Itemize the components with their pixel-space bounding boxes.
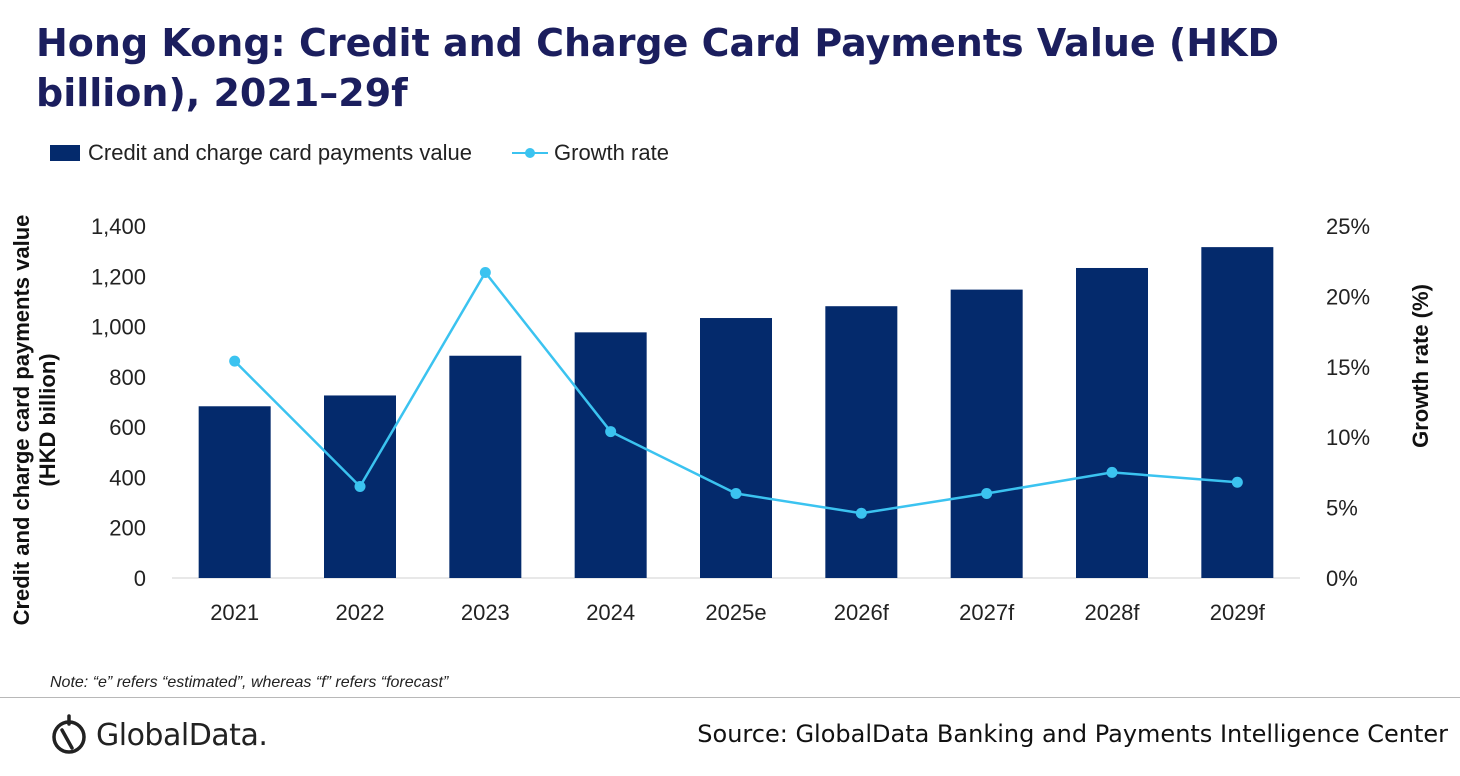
y-tick-label: 200 [109, 516, 146, 541]
y-tick-label: 1,400 [91, 214, 146, 239]
x-tick-label: 2028f [1084, 600, 1140, 625]
growth-point-2028f [1106, 466, 1118, 478]
footnote: Note: “e” refers “estimated”, whereas “f… [50, 674, 449, 691]
bar-2028f [1076, 267, 1148, 578]
x-tick-label: 2029f [1210, 600, 1266, 625]
x-tick-label: 2025e [705, 600, 766, 625]
y-right-tick-label: 15% [1326, 355, 1370, 380]
x-tick-label: 2027f [959, 600, 1015, 625]
growth-point-2027f [981, 488, 993, 500]
y-tick-label: 800 [109, 365, 146, 390]
legend-item-line: Growth rate [512, 140, 669, 166]
x-tick-label: 2022 [336, 600, 385, 625]
growth-point-2025e [730, 488, 742, 500]
bar-2026f [825, 306, 898, 578]
logo-text: GlobalData. [96, 717, 268, 753]
bar-2021 [198, 406, 271, 578]
y-right-tick-label: 25% [1326, 214, 1370, 239]
y-right-tick-label: 0% [1326, 566, 1358, 591]
chart-title: Hong Kong: Credit and Charge Card Paymen… [36, 21, 1280, 115]
growth-point-2023 [479, 266, 491, 278]
bar-2029f [1201, 247, 1274, 578]
x-tick-label: 2021 [210, 600, 259, 625]
globaldata-logo-icon [52, 714, 86, 754]
y-tick-label: 1,200 [91, 264, 146, 289]
growth-point-2021 [229, 355, 241, 367]
y-right-tick-label: 20% [1326, 284, 1370, 309]
bar-2027f [950, 289, 1023, 578]
x-tick-label: 2024 [586, 600, 635, 625]
growth-point-2026f [855, 507, 867, 519]
growth-point-2024 [605, 426, 617, 438]
y-tick-label: 1,000 [91, 315, 146, 340]
x-tick-label: 2023 [461, 600, 510, 625]
bar-2025e [700, 318, 772, 578]
legend-line-label: Growth rate [554, 140, 669, 165]
x-tick-label: 2026f [834, 600, 890, 625]
y-tick-label: 400 [109, 465, 146, 490]
y-tick-label: 0 [134, 566, 146, 591]
legend-item-bar: Credit and charge card payments value [50, 140, 472, 166]
y-right-axis-title: Growth rate (%) [1408, 284, 1433, 448]
bar-2023 [449, 355, 522, 578]
footer-divider [0, 697, 1460, 698]
y-right-tick-label: 5% [1326, 496, 1358, 521]
globaldata-logo: GlobalData. [50, 714, 268, 756]
bar-2024 [574, 332, 647, 578]
legend-line-swatch [512, 145, 548, 161]
chart-legend: Credit and charge card payments value Gr… [50, 140, 709, 166]
y-axis-title: Credit and charge card payments value(HK… [9, 215, 60, 626]
legend-bar-label: Credit and charge card payments value [88, 140, 472, 165]
y-right-tick-label: 10% [1326, 425, 1370, 450]
source-text: Source: GlobalData Banking and Payments … [697, 720, 1448, 748]
growth-point-2022 [354, 480, 366, 492]
combo-chart: 0 200 400 600 800 1,000 1,200 1,400 0% 5% 10% 15% 20… [9, 214, 1433, 626]
legend-bar-swatch [50, 145, 80, 161]
growth-point-2029f [1231, 476, 1243, 488]
y-tick-label: 600 [109, 415, 146, 440]
